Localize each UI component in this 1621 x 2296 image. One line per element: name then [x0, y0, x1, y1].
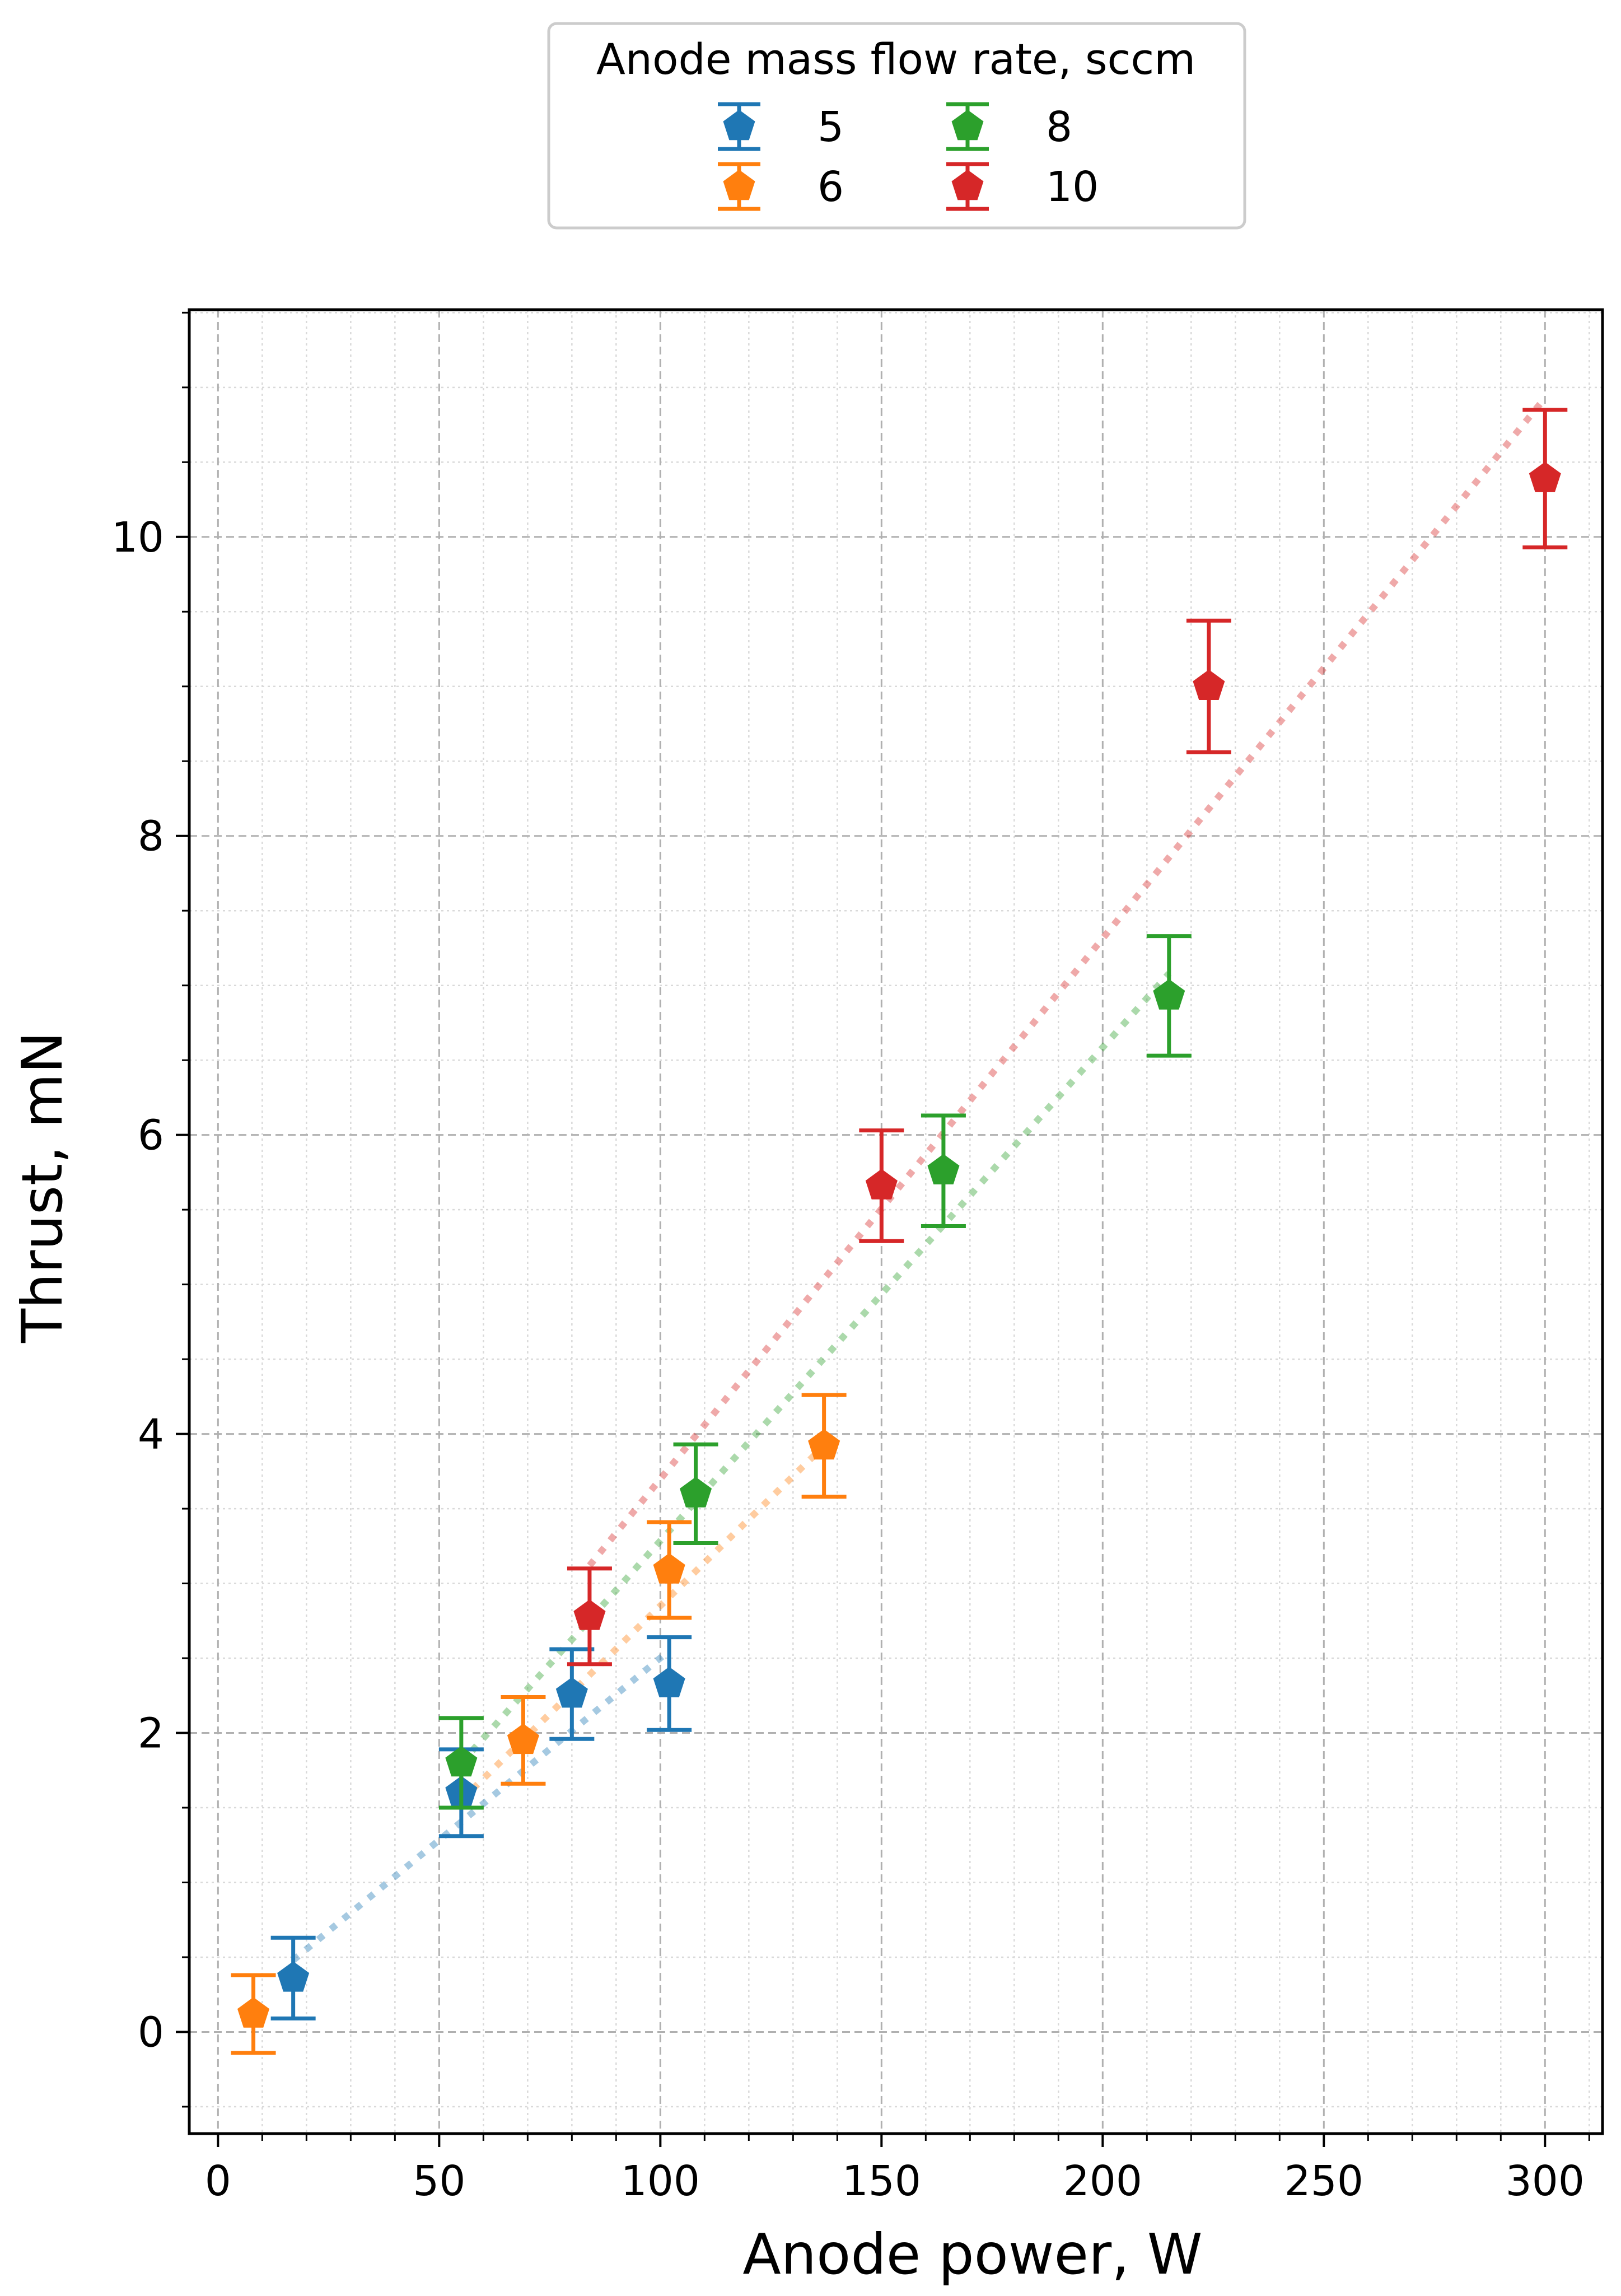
minor-grid	[189, 310, 1603, 2134]
y-tick-label: 6	[138, 1112, 164, 1160]
y-tick-label: 2	[138, 1710, 164, 1758]
data-point-series-8	[438, 1716, 484, 1810]
data-point-series-10	[567, 1566, 612, 1667]
marker-pentagon	[653, 1667, 685, 1697]
legend-label: 6	[817, 163, 844, 211]
marker-pentagon	[237, 1997, 270, 2028]
marker-pentagon	[1529, 461, 1561, 492]
legend-label: 10	[1046, 163, 1099, 211]
legend-entry-5: 5	[718, 102, 844, 151]
legend-marker-pentagon	[723, 110, 755, 141]
data-point-series-6	[647, 1520, 692, 1620]
legend-entries: 5 6 8 10	[718, 102, 1099, 211]
marker-pentagon	[555, 1677, 588, 1708]
y-tick-label: 4	[138, 1411, 164, 1459]
marker-pentagon	[865, 1169, 898, 1200]
data-point-series-8	[673, 1442, 718, 1545]
data-point-series-6	[501, 1695, 546, 1786]
legend-label: 5	[817, 103, 844, 151]
trend-line-series-10	[587, 395, 1548, 1568]
marker-pentagon	[808, 1429, 840, 1460]
data-point-series-8	[1146, 934, 1192, 1058]
data-point-series-8	[921, 1113, 966, 1229]
legend: Anode mass flow rate, sccm 5 6 8 10	[547, 22, 1246, 230]
y-tick-label: 0	[138, 2008, 164, 2056]
data-point-series-5	[647, 1635, 692, 1732]
marker-pentagon	[1193, 669, 1225, 700]
marker-pentagon	[680, 1477, 712, 1508]
marker-pentagon	[573, 1599, 606, 1630]
y-axis-label: Thrust, mN	[10, 1032, 75, 1343]
legend-title: Anode mass flow rate, sccm	[596, 34, 1195, 84]
legend-marker-pentagon	[951, 170, 984, 200]
x-tick-label: 150	[842, 2157, 921, 2205]
data-markers	[231, 408, 1568, 2055]
marker-pentagon	[445, 1746, 478, 1777]
data-point-series-6	[231, 1973, 276, 2055]
x-tick-label: 200	[1063, 2157, 1142, 2205]
data-point-series-10	[859, 1128, 904, 1243]
legend-marker-pentagon	[951, 110, 984, 141]
plot-frame	[188, 308, 1604, 2135]
x-tick-label: 50	[413, 2157, 465, 2205]
legend-entry-6: 6	[718, 162, 844, 211]
x-tick-label: 300	[1506, 2157, 1585, 2205]
x-tick-label: 100	[621, 2157, 700, 2205]
marker-pentagon	[507, 1723, 539, 1754]
marker-pentagon	[927, 1154, 960, 1184]
data-point-series-10	[1522, 408, 1568, 549]
y-tick-label: 10	[111, 514, 164, 562]
x-tick-label: 250	[1284, 2157, 1363, 2205]
data-point-series-10	[1186, 618, 1231, 754]
data-point-series-6	[801, 1393, 847, 1499]
y-tick-label: 8	[138, 813, 164, 861]
data-point-series-5	[270, 1935, 316, 2020]
marker-pentagon	[277, 1961, 310, 1992]
marker-pentagon	[653, 1553, 685, 1584]
legend-marker-pentagon	[723, 170, 755, 200]
legend-entry-8: 8	[946, 102, 1072, 151]
x-axis-label: Anode power, W	[742, 2222, 1202, 2287]
legend-label: 8	[1046, 103, 1072, 151]
marker-pentagon	[1153, 979, 1185, 1010]
axis-ticks: 0 50 100 150 200 250 300 0 2 4 6 8 10	[111, 311, 1590, 2205]
trend-line-series-8	[459, 971, 1172, 1765]
x-tick-label: 0	[205, 2157, 231, 2205]
legend-entry-10: 10	[946, 162, 1099, 211]
legend-frame	[547, 22, 1246, 230]
trend-lines	[291, 395, 1548, 1963]
trend-line-series-5	[291, 1648, 671, 1963]
